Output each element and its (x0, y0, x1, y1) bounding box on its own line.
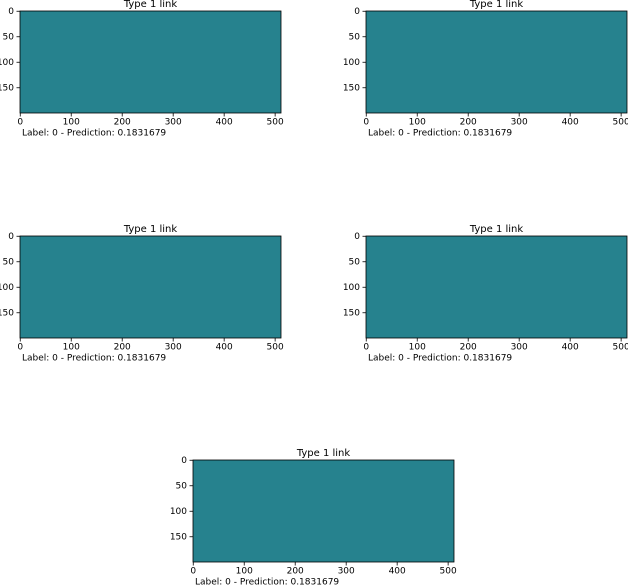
x-tick-label: 400 (562, 118, 579, 128)
x-tick-label: 300 (165, 343, 182, 353)
subplot-title: Type 1 link (469, 224, 524, 235)
x-tick-label: 200 (287, 567, 304, 577)
y-tick-label: 100 (0, 58, 14, 68)
x-tick-label: 500 (267, 118, 284, 128)
y-tick-label: 0 (354, 7, 360, 17)
y-tick-label: 50 (3, 32, 15, 42)
subplot-title: Type 1 link (123, 224, 178, 235)
y-tick-label: 100 (343, 58, 360, 68)
x-tick-label: 100 (409, 118, 426, 128)
x-tick-label: 100 (236, 567, 253, 577)
x-tick-label: 0 (190, 567, 196, 577)
x-tick-label: 0 (363, 118, 369, 128)
x-tick-label: 300 (511, 118, 528, 128)
y-tick-label: 150 (0, 308, 14, 318)
annotation: Label: 0 - Prediction: 0.1831679 (368, 354, 512, 364)
y-tick-label: 50 (3, 257, 15, 267)
x-tick-label: 200 (460, 343, 477, 353)
x-tick-label: 200 (114, 343, 131, 353)
x-tick-label: 0 (17, 343, 23, 353)
y-tick-label: 150 (170, 532, 187, 542)
x-tick-label: 100 (63, 118, 80, 128)
y-tick-label: 50 (349, 32, 361, 42)
image (20, 236, 281, 338)
x-tick-label: 400 (216, 118, 233, 128)
y-tick-label: 50 (176, 481, 188, 491)
subplot-title: Type 1 link (469, 0, 524, 10)
image (366, 236, 627, 338)
x-tick-label: 0 (17, 118, 23, 128)
subplot-title: Type 1 link (123, 0, 178, 10)
annotation: Label: 0 - Prediction: 0.1831679 (22, 354, 166, 364)
x-tick-label: 400 (216, 343, 233, 353)
x-tick-label: 300 (338, 567, 355, 577)
y-tick-label: 0 (8, 232, 14, 242)
y-tick-label: 100 (170, 507, 187, 517)
x-tick-label: 500 (613, 118, 628, 128)
x-tick-label: 300 (165, 118, 182, 128)
x-tick-label: 500 (440, 567, 457, 577)
y-tick-label: 150 (343, 308, 360, 318)
y-tick-label: 0 (181, 456, 187, 466)
x-tick-label: 200 (460, 118, 477, 128)
annotation: Label: 0 - Prediction: 0.1831679 (22, 129, 166, 139)
x-tick-label: 100 (63, 343, 80, 353)
image (20, 11, 281, 113)
subplot-title: Type 1 link (296, 448, 351, 459)
x-tick-label: 100 (409, 343, 426, 353)
image (366, 11, 627, 113)
annotation: Label: 0 - Prediction: 0.1831679 (368, 129, 512, 139)
x-tick-label: 400 (562, 343, 579, 353)
image (193, 460, 454, 562)
y-tick-label: 100 (343, 283, 360, 293)
x-tick-label: 300 (511, 343, 528, 353)
x-tick-label: 400 (389, 567, 406, 577)
y-tick-label: 100 (0, 283, 14, 293)
x-tick-label: 0 (363, 343, 369, 353)
y-tick-label: 150 (343, 83, 360, 93)
y-tick-label: 0 (354, 232, 360, 242)
x-tick-label: 500 (267, 343, 284, 353)
y-tick-label: 150 (0, 83, 14, 93)
annotation: Label: 0 - Prediction: 0.1831679 (195, 578, 339, 588)
y-tick-label: 50 (349, 257, 361, 267)
x-tick-label: 200 (114, 118, 131, 128)
y-tick-label: 0 (8, 7, 14, 17)
x-tick-label: 500 (613, 343, 628, 353)
